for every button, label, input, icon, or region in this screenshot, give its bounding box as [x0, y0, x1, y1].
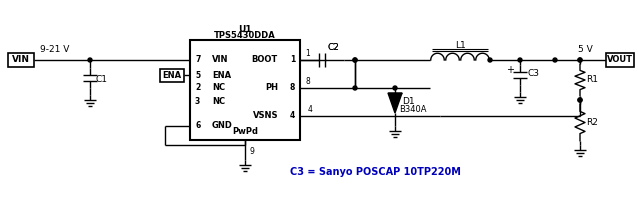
Text: +: + [506, 65, 514, 75]
Text: 3: 3 [195, 97, 200, 106]
Text: C2: C2 [327, 43, 339, 51]
Text: L1: L1 [455, 40, 465, 49]
Circle shape [353, 86, 357, 90]
Circle shape [353, 58, 357, 62]
Bar [8, 53, 34, 67]
Circle shape [518, 58, 522, 62]
Text: 6: 6 [195, 121, 200, 130]
Text: 9: 9 [250, 148, 255, 156]
Text: 5: 5 [195, 71, 200, 79]
Text: C3: C3 [528, 70, 540, 78]
Circle shape [578, 58, 582, 62]
Circle shape [353, 58, 357, 62]
Text: 9-21 V: 9-21 V [40, 46, 70, 54]
Text: 1: 1 [305, 49, 310, 58]
Bar [606, 53, 634, 67]
Circle shape [488, 58, 492, 62]
Text: ENA: ENA [163, 71, 182, 79]
Text: 2: 2 [195, 84, 200, 92]
Text: 7: 7 [195, 55, 200, 64]
Text: 4: 4 [308, 106, 313, 114]
Text: D1: D1 [402, 97, 414, 106]
Text: R1: R1 [586, 75, 598, 84]
Text: VIN: VIN [212, 55, 228, 64]
Circle shape [553, 58, 557, 62]
Text: ENA: ENA [212, 71, 231, 79]
Text: BOOT: BOOT [252, 55, 278, 64]
Text: B340A: B340A [399, 106, 427, 114]
Text: TPS5430DDA: TPS5430DDA [214, 31, 276, 40]
Text: VOUT: VOUT [607, 55, 633, 64]
Text: 8: 8 [290, 84, 295, 92]
Text: NC: NC [212, 97, 225, 106]
Text: 8: 8 [305, 77, 310, 86]
Text: VSNS: VSNS [253, 112, 278, 120]
Text: R2: R2 [586, 118, 598, 127]
Bar [160, 69, 184, 82]
Bar [190, 40, 300, 140]
Circle shape [578, 98, 582, 102]
Polygon shape [388, 93, 402, 113]
Text: U1: U1 [238, 24, 252, 33]
Text: VIN: VIN [12, 55, 30, 64]
Circle shape [393, 86, 397, 90]
Text: C3 = Sanyo POSCAP 10TP220M: C3 = Sanyo POSCAP 10TP220M [290, 167, 461, 177]
Text: C2: C2 [327, 43, 339, 51]
Text: PwPd: PwPd [232, 127, 258, 136]
Text: 4: 4 [290, 112, 295, 120]
Text: 5 V: 5 V [577, 46, 592, 54]
Circle shape [578, 98, 582, 102]
Circle shape [578, 58, 582, 62]
Circle shape [88, 58, 92, 62]
Text: GND: GND [212, 121, 233, 130]
Text: C1: C1 [96, 74, 108, 84]
Text: 1: 1 [290, 55, 295, 64]
Text: PH: PH [265, 84, 278, 92]
Text: NC: NC [212, 84, 225, 92]
